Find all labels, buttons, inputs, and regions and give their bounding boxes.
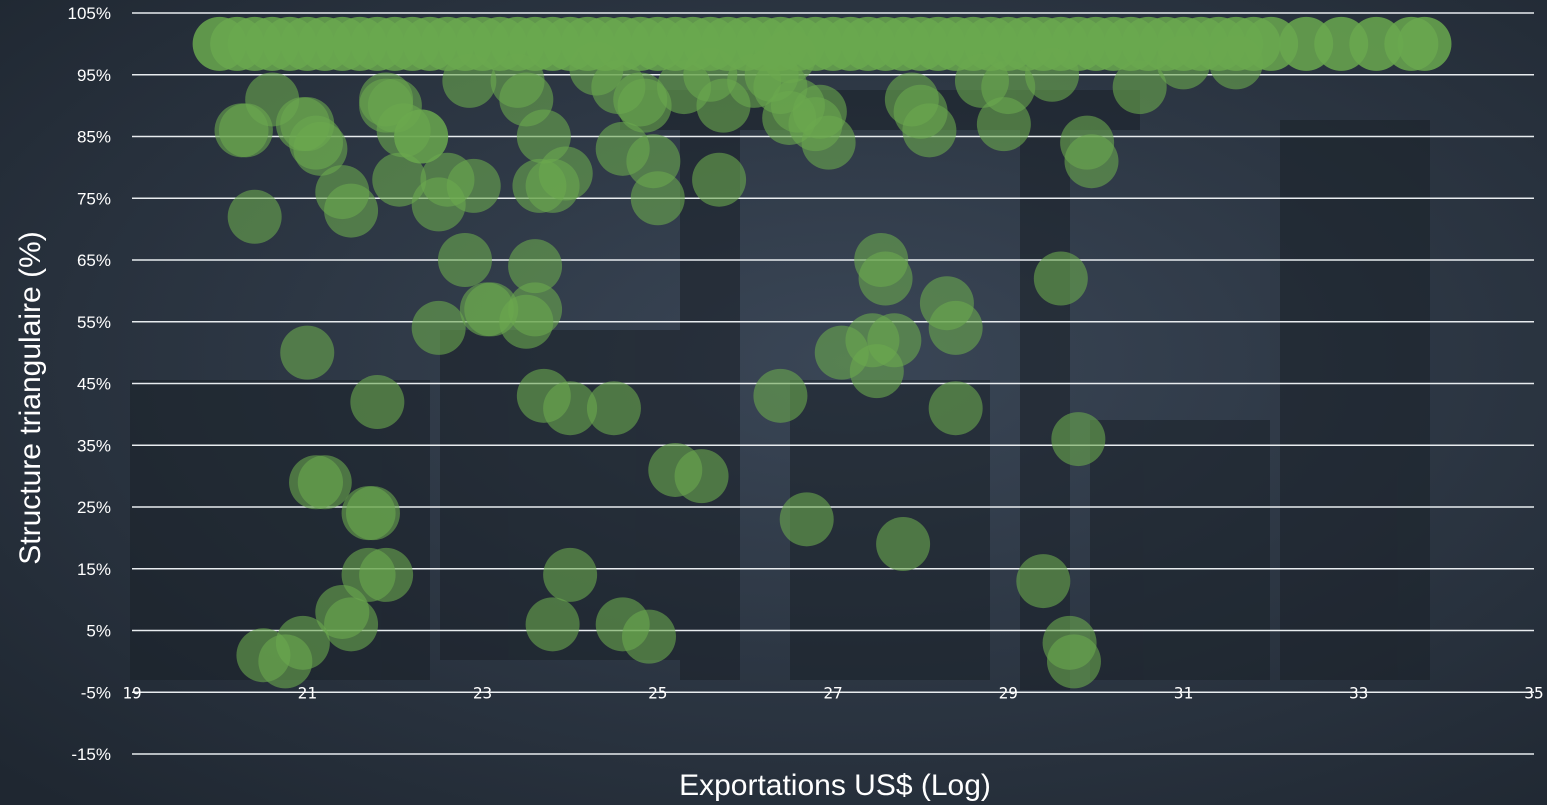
- y-tick-label: 15%: [77, 560, 111, 579]
- data-point: [372, 152, 427, 207]
- data-point: [359, 78, 414, 133]
- y-tick-label: -5%: [81, 683, 111, 702]
- data-point: [293, 121, 348, 176]
- x-tick-label: 25: [648, 683, 667, 702]
- x-tick-label: 29: [999, 683, 1018, 702]
- data-point: [512, 158, 567, 213]
- y-tick-label: 75%: [77, 189, 111, 208]
- data-point: [508, 239, 563, 294]
- data-point: [893, 84, 948, 139]
- x-tick-label: 19: [122, 683, 141, 702]
- data-point: [350, 375, 405, 430]
- data-point: [411, 177, 466, 232]
- data-point: [508, 282, 563, 337]
- data-point: [744, 47, 799, 102]
- data-point: [617, 78, 672, 133]
- y-tick-label: 45%: [77, 375, 111, 394]
- y-tick-label: 5%: [86, 622, 111, 641]
- data-point: [1025, 47, 1080, 102]
- data-point: [1112, 60, 1167, 115]
- y-tick-label: 25%: [77, 498, 111, 517]
- data-point: [792, 84, 847, 139]
- data-point: [459, 282, 514, 337]
- x-axis-ticks: 19 21 23 25 27 29 31 33 35: [122, 683, 1543, 702]
- data-point: [692, 152, 747, 207]
- y-tick-label: 35%: [77, 436, 111, 455]
- y-axis-title: Structure triangulaire (%): [14, 231, 47, 564]
- data-point: [1209, 35, 1264, 90]
- data-point: [621, 609, 676, 664]
- x-tick-label: 27: [823, 683, 842, 702]
- y-tick-label: 85%: [77, 128, 111, 147]
- data-point: [1042, 615, 1097, 670]
- x-tick-label: 31: [1174, 683, 1193, 702]
- y-tick-label: 105%: [68, 4, 111, 23]
- data-point: [858, 251, 913, 306]
- data-point: [630, 171, 685, 226]
- data-point: [595, 121, 650, 176]
- data-point: [1033, 251, 1088, 306]
- data-point: [1156, 35, 1211, 90]
- data-point: [779, 492, 834, 547]
- data-point: [1064, 134, 1119, 189]
- data-point: [289, 455, 344, 510]
- y-axis-ticks: -15% -5% 5% 15% 25% 35% 45% 55% 65% 75% 85% 95% 105%: [68, 4, 111, 764]
- data-point: [324, 183, 379, 238]
- data-point: [543, 547, 598, 602]
- x-tick-label: 23: [473, 683, 492, 702]
- data-point: [1016, 554, 1071, 609]
- data-point: [876, 517, 931, 572]
- data-point: [275, 615, 330, 670]
- data-point: [442, 53, 497, 108]
- x-tick-label: 35: [1524, 683, 1543, 702]
- data-point: [1397, 16, 1452, 71]
- data-point: [928, 381, 983, 436]
- y-tick-label: 55%: [77, 313, 111, 332]
- y-tick-label: 65%: [77, 251, 111, 270]
- data-point: [586, 381, 641, 436]
- y-tick-label: 95%: [77, 66, 111, 85]
- data-point: [280, 325, 335, 380]
- data-point: [437, 233, 492, 287]
- data-point: [345, 486, 400, 541]
- data-point: [525, 597, 580, 652]
- y-tick-label: -15%: [71, 745, 111, 764]
- x-tick-label: 33: [1349, 683, 1368, 702]
- x-axis-title: Exportations US$ (Log): [679, 769, 991, 802]
- data-point: [315, 584, 370, 639]
- data-points: [192, 16, 1452, 689]
- data-point: [1051, 412, 1106, 467]
- data-point: [753, 368, 808, 423]
- data-point: [674, 449, 729, 504]
- data-point: [849, 344, 904, 399]
- x-tick-label: 21: [298, 683, 317, 702]
- data-point: [214, 103, 269, 158]
- data-point: [981, 60, 1036, 115]
- data-point: [394, 109, 449, 164]
- data-point: [543, 381, 598, 436]
- data-point: [928, 300, 983, 355]
- data-point: [411, 300, 466, 355]
- data-point: [227, 189, 282, 244]
